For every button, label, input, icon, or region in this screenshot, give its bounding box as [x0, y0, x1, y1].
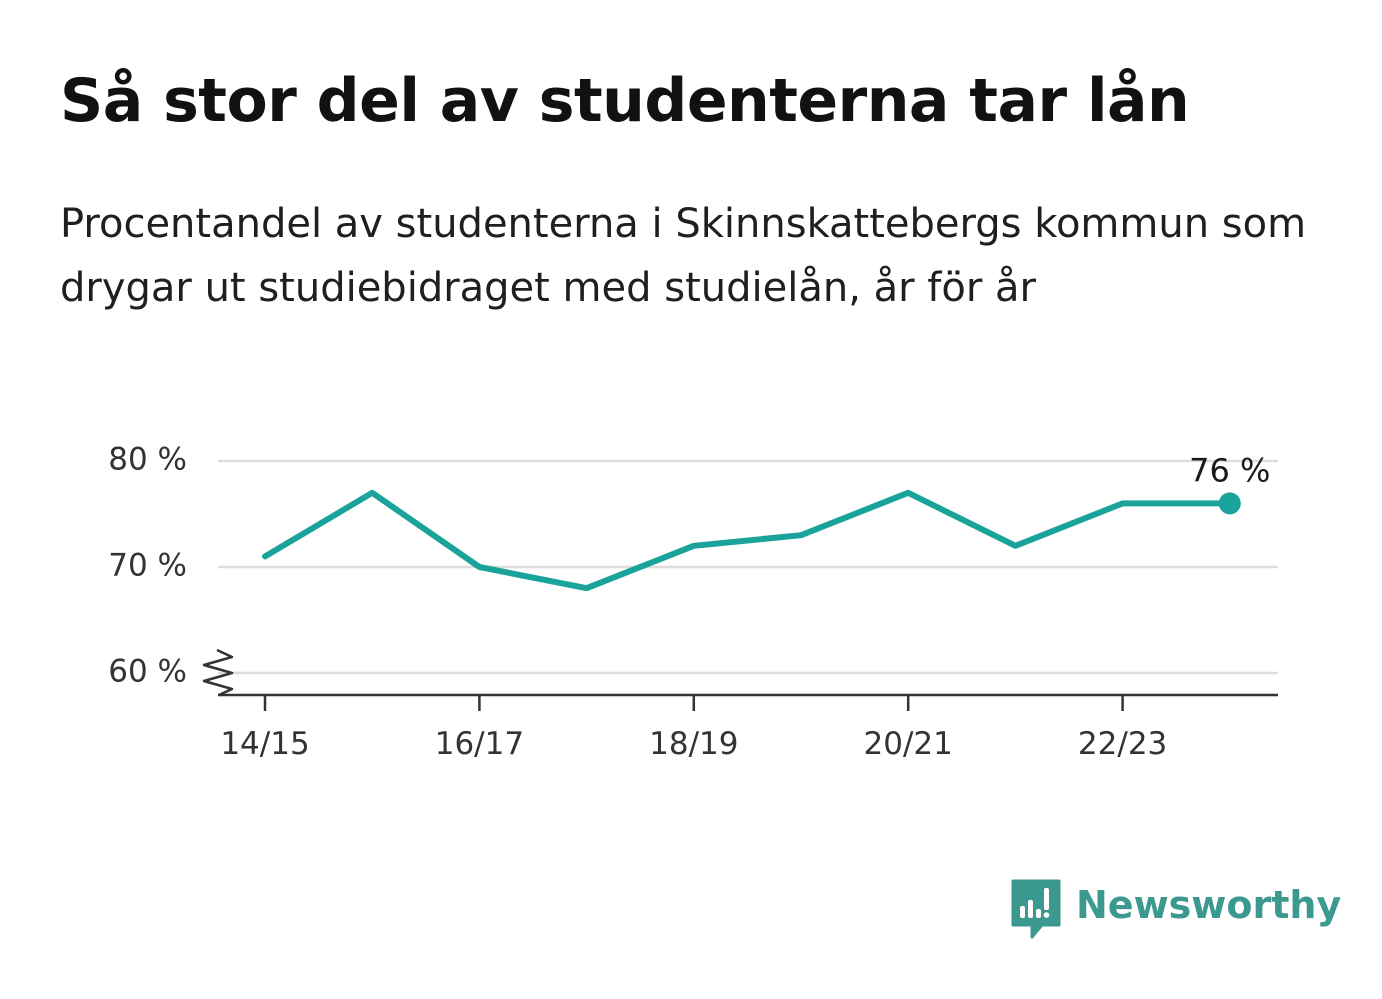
x-tick-label: 20/21 [864, 726, 953, 762]
x-axis [202, 648, 1278, 711]
axis-break-marker [202, 648, 234, 697]
x-tick-label: 22/23 [1078, 726, 1167, 762]
grid-lines [218, 459, 1278, 675]
end-point-marker [1218, 492, 1241, 515]
y-tick-label: 70 % [108, 548, 187, 584]
newsworthy-logo-icon [1011, 879, 1061, 939]
x-tick-label: 14/15 [220, 726, 309, 762]
brand-logo: Newsworthy [1010, 878, 1341, 940]
x-tick-label: 16/17 [435, 726, 524, 762]
chart-title: Så stor del av studenterna tar lån [60, 66, 1190, 136]
y-axis-tick-labels: 60 % 70 % 80 % [108, 442, 187, 690]
x-tick-label: 18/19 [649, 726, 738, 762]
brand-name: Newsworthy [1076, 883, 1342, 927]
chart-subtitle: Procentandel av studenterna i Skinnskatt… [60, 201, 1307, 311]
y-tick-label: 80 % [108, 442, 187, 478]
series-line [262, 489, 1233, 592]
end-value-label: 76 % [1189, 451, 1270, 489]
x-axis-tick-labels: 14/15 16/17 18/19 20/21 22/23 [220, 726, 1167, 762]
series: 76 % [262, 451, 1270, 592]
y-tick-label: 60 % [108, 654, 187, 690]
